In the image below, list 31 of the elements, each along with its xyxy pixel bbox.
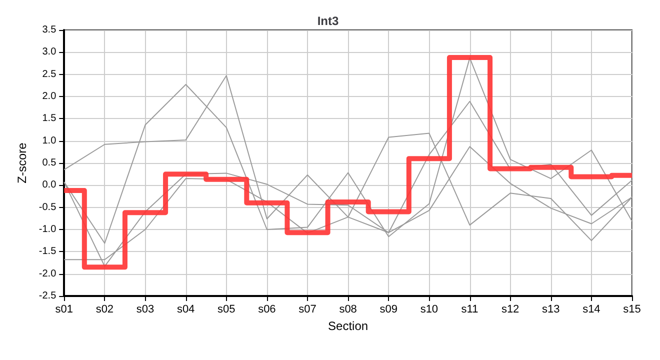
y-tick-label: 0.5: [42, 158, 57, 168]
y-tick-label: -0.5: [38, 202, 57, 213]
y-tick-label: -1.5: [38, 246, 57, 258]
x-tick-label: s08: [339, 304, 357, 316]
y-tick-label: 3.5: [42, 24, 57, 36]
y-tick-label: -2.0: [38, 268, 57, 280]
x-tick-label: s13: [542, 304, 560, 316]
y-tick-label: 2.0: [42, 91, 57, 102]
x-tick-label: s14: [582, 304, 600, 316]
x-tick-label: s15: [623, 304, 641, 316]
y-tick-label: -1.0: [38, 224, 57, 235]
y-tick-label: 1.0: [42, 135, 57, 146]
y-tick-label: -2.5: [38, 290, 57, 302]
x-tick-label: s02: [96, 304, 114, 316]
y-tick-label: 1.5: [42, 113, 57, 124]
x-tick-label: s06: [258, 304, 276, 316]
x-tick-label: s03: [136, 304, 154, 316]
x-tick-label: s12: [501, 304, 520, 316]
x-tick-label: s01: [55, 304, 74, 316]
x-tick-label: s04: [176, 304, 195, 316]
x-tick-label: s10: [420, 304, 438, 316]
x-axis-title: Section: [328, 318, 368, 333]
chart-title: Int3: [317, 14, 339, 28]
x-tick-label: s11: [461, 304, 478, 316]
y-tick-label: 0.0: [42, 180, 57, 191]
y-tick-label: 3.0: [42, 46, 57, 58]
x-tick-label: s07: [298, 304, 316, 316]
x-tick-label: s05: [218, 304, 236, 316]
y-axis-title: Z-score: [15, 142, 29, 184]
y-tick-label: 2.5: [42, 68, 57, 80]
x-tick-label: s09: [380, 304, 398, 316]
